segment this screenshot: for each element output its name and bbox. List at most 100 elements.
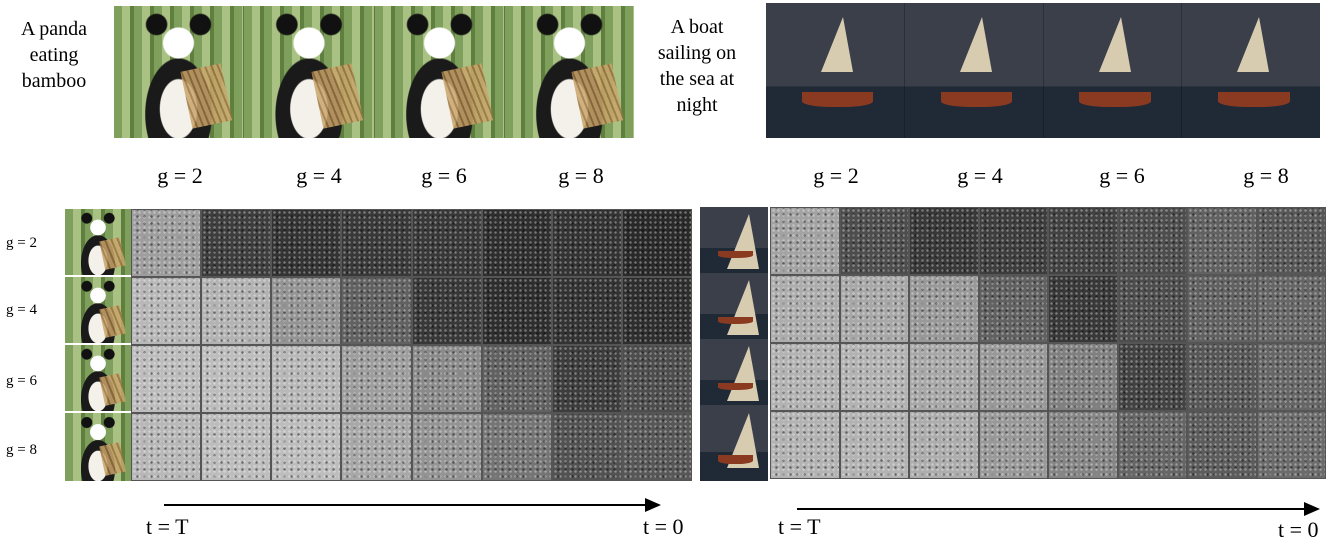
panda-thumbnail xyxy=(65,209,131,275)
panda-noise-cell xyxy=(551,277,622,345)
boat-noise-cell xyxy=(770,411,840,479)
panda-noise-cell xyxy=(201,413,272,481)
boat-noise-cell xyxy=(1187,207,1257,275)
panda-noise-cell xyxy=(201,345,272,413)
boat-strip-label: g = 2 xyxy=(813,163,859,188)
boat-sample-strip xyxy=(766,3,1320,138)
panda-noise-cell xyxy=(271,345,342,413)
boat-noise-cell xyxy=(1117,343,1187,411)
panda-noise-cell xyxy=(201,277,272,345)
panda-sample-image xyxy=(244,6,375,138)
panda-noise-cell xyxy=(621,209,692,277)
panda-sample-image xyxy=(114,6,245,138)
boat-noise-cell xyxy=(909,411,979,479)
boat-prompt: A boat sailing on the sea at night xyxy=(644,14,750,118)
boat-noise-cell xyxy=(1117,411,1187,479)
boat-noise-cell xyxy=(909,275,979,343)
panda-noise-cell xyxy=(481,277,552,345)
panda-noise-cell xyxy=(411,345,482,413)
boat-noise-cell xyxy=(839,207,909,275)
panda-sample-strip xyxy=(114,6,634,138)
boat-thumbnail xyxy=(700,405,768,481)
boat-prompt-line-1: A boat xyxy=(670,16,724,38)
panda-row-label: g = 2 xyxy=(6,235,37,251)
panda-noise-cell xyxy=(621,345,692,413)
boat-noise-cell xyxy=(1256,275,1326,343)
panda-noise-cell xyxy=(341,413,412,481)
panda-noise-cell xyxy=(131,345,202,413)
panda-sample-image xyxy=(504,6,634,138)
boat-noise-cell xyxy=(1048,411,1118,479)
boat-noise-cell xyxy=(909,343,979,411)
panda-noise-cell xyxy=(621,277,692,345)
boat-noise-cell xyxy=(839,411,909,479)
panda-noise-cell xyxy=(411,209,482,277)
boat-noise-cell xyxy=(839,275,909,343)
panda-prompt: A panda eating bamboo xyxy=(2,16,106,94)
panda-t-start-label: t = T xyxy=(146,514,189,539)
boat-noise-cell xyxy=(1256,207,1326,275)
boat-strip-label: g = 6 xyxy=(1099,163,1145,188)
panda-noise-cell xyxy=(551,209,622,277)
boat-noise-cell xyxy=(839,343,909,411)
boat-sample-image xyxy=(904,3,1044,138)
boat-sample-image xyxy=(1182,3,1320,138)
panda-strip-label: g = 8 xyxy=(558,163,604,188)
boat-thumbnail xyxy=(700,207,768,273)
panda-prompt-line-2: eating xyxy=(29,44,79,66)
boat-noise-cell xyxy=(978,275,1048,343)
boat-noise-cell xyxy=(770,207,840,275)
panda-noise-cell xyxy=(201,209,272,277)
boat-noise-cell xyxy=(1187,275,1257,343)
boat-noise-grid xyxy=(770,207,1326,479)
boat-prompt-line-2: sailing on xyxy=(657,42,737,64)
panda-time-arrow xyxy=(164,504,646,506)
panda-t-end-label: t = 0 xyxy=(643,514,684,539)
panda-noise-cell xyxy=(551,345,622,413)
panda-strip-label: g = 2 xyxy=(157,163,203,188)
panda-noise-cell xyxy=(481,413,552,481)
boat-time-arrowhead xyxy=(1304,502,1320,516)
boat-noise-cell xyxy=(1048,275,1118,343)
panda-noise-cell xyxy=(411,413,482,481)
boat-noise-cell xyxy=(1117,275,1187,343)
boat-thumbnail xyxy=(700,273,768,339)
panda-sample-image xyxy=(374,6,505,138)
boat-sample-image xyxy=(766,3,905,138)
panda-row-label: g = 4 xyxy=(6,302,37,318)
panda-noise-cell xyxy=(341,345,412,413)
boat-t-end-label: t = 0 xyxy=(1278,517,1319,542)
boat-noise-cell xyxy=(1048,207,1118,275)
boat-prompt-line-3: the sea at xyxy=(659,68,735,90)
panda-noise-cell xyxy=(341,277,412,345)
panda-noise-cell xyxy=(481,345,552,413)
boat-noise-cell xyxy=(770,343,840,411)
boat-noise-cell xyxy=(1187,411,1257,479)
boat-noise-cell xyxy=(978,411,1048,479)
boat-prompt-line-4: night xyxy=(676,94,718,116)
boat-noise-cell xyxy=(1256,343,1326,411)
panda-row-label: g = 6 xyxy=(6,373,37,389)
panda-noise-cell xyxy=(271,413,342,481)
panda-noise-cell xyxy=(621,413,692,481)
boat-strip-label: g = 8 xyxy=(1243,163,1289,188)
panda-noise-cell xyxy=(131,209,202,277)
panda-prompt-line-3: bamboo xyxy=(21,70,87,92)
boat-noise-cell xyxy=(1048,343,1118,411)
boat-strip-label: g = 4 xyxy=(957,163,1003,188)
panda-strip-label: g = 4 xyxy=(296,163,342,188)
boat-noise-cell xyxy=(909,207,979,275)
panda-time-arrowhead xyxy=(645,498,661,512)
panda-noise-cell xyxy=(131,277,202,345)
panda-noise-grid xyxy=(131,209,692,481)
panda-thumbnail xyxy=(65,345,131,411)
boat-t-start-label: t = T xyxy=(778,514,821,539)
boat-noise-cell xyxy=(1256,411,1326,479)
panda-strip-label: g = 6 xyxy=(421,163,467,188)
panda-row-label: g = 8 xyxy=(6,442,37,458)
boat-noise-cell xyxy=(978,343,1048,411)
boat-noise-cell xyxy=(1117,207,1187,275)
panda-prompt-line-1: A panda xyxy=(20,18,88,40)
panda-thumbnail xyxy=(65,277,131,343)
boat-noise-cell xyxy=(1187,343,1257,411)
